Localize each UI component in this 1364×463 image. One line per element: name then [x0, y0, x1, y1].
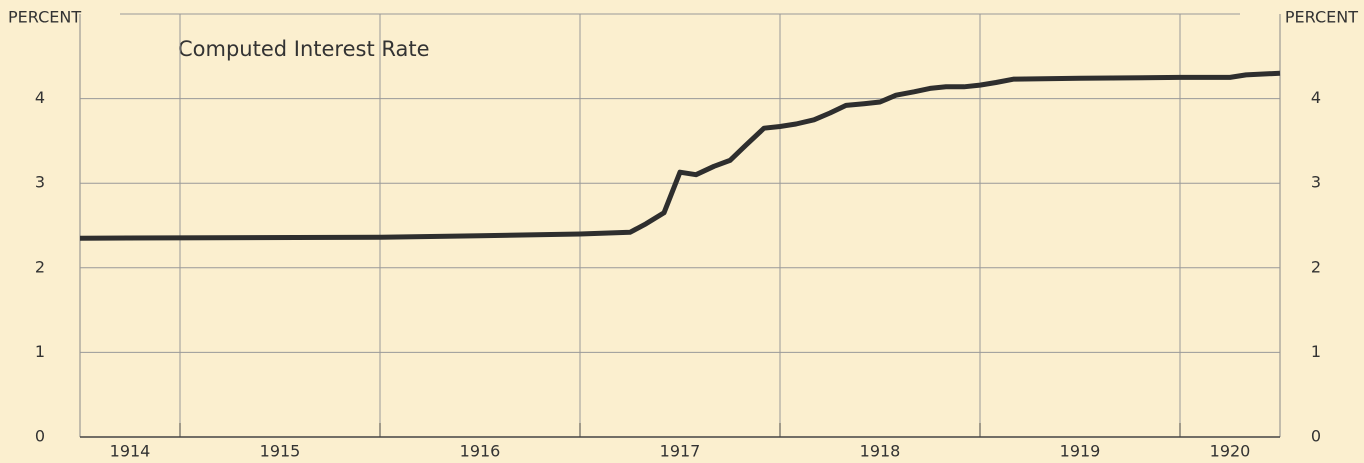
x-tick-label: 1917 — [660, 442, 701, 461]
x-tick-label: 1916 — [460, 442, 501, 461]
x-tick-label: 1920 — [1210, 442, 1251, 461]
y-tick-label-right: 4 — [1311, 88, 1321, 107]
y-tick-label-left: 3 — [35, 173, 45, 192]
x-tick-label: 1919 — [1060, 442, 1101, 461]
y-tick-label-left: 2 — [35, 257, 45, 276]
y-tick-label-left: 4 — [35, 88, 45, 107]
x-tick-label: 1915 — [260, 442, 301, 461]
x-tick-label: 1918 — [860, 442, 901, 461]
y-tick-label-right: 3 — [1311, 173, 1321, 192]
y-tick-label-right: 2 — [1311, 257, 1321, 276]
y-tick-label-right: 1 — [1311, 342, 1321, 361]
y-tick-label-left: 1 — [35, 342, 45, 361]
y-tick-label-right: 0 — [1311, 427, 1321, 446]
y-axis-label-left: PERCENT — [8, 8, 81, 27]
chart-title: Computed Interest Rate — [178, 37, 430, 61]
data-line — [79, 70, 1281, 241]
y-tick-label-left: 0 — [35, 427, 45, 446]
x-tick-label: 1914 — [110, 442, 151, 461]
y-axis-label-right: PERCENT — [1285, 8, 1358, 27]
